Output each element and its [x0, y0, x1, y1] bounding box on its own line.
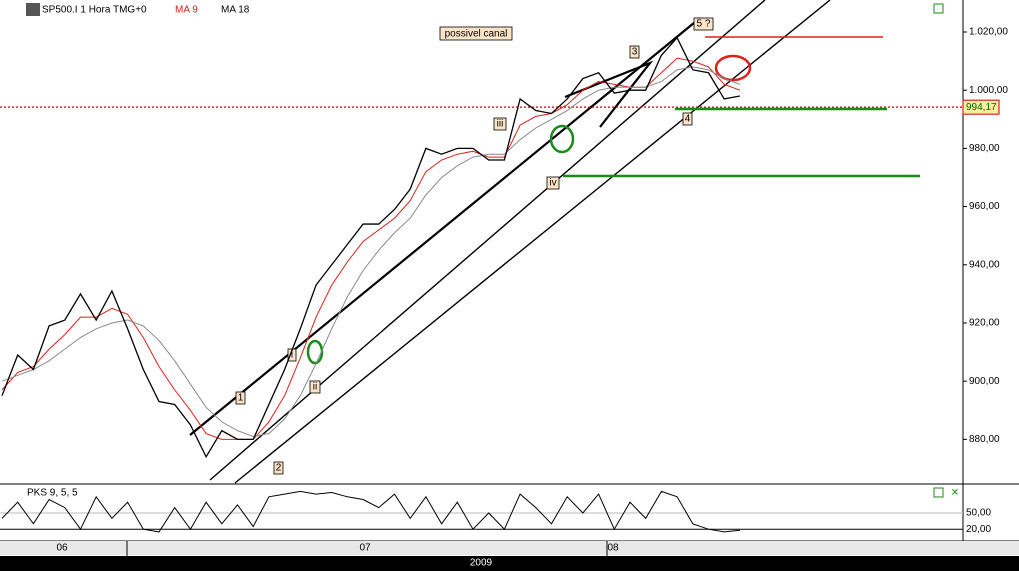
annotation: 3 — [632, 47, 638, 58]
year-bar — [0, 556, 1019, 571]
y-tick-label: 920,00 — [969, 318, 1000, 329]
y-tick-label: 980,00 — [969, 143, 1000, 154]
y-tick-label: 1.020,00 — [969, 27, 1008, 38]
ma-line — [1, 57, 741, 440]
legend-entry[interactable]: MA 18 — [221, 5, 250, 16]
chart-title: SP500.I 1 Hora TMG+0 — [42, 5, 147, 16]
x-tick-label: 06 — [56, 543, 68, 554]
last-price-label: 994,17 — [966, 102, 997, 113]
annotation-box — [493, 117, 507, 131]
y-tick-label: 940,00 — [969, 259, 1000, 270]
y-tick-label: 1.000,00 — [969, 85, 1008, 96]
annotation-box — [546, 176, 560, 190]
annotation: iii — [497, 119, 504, 130]
window-button[interactable] — [933, 487, 944, 498]
y-tick-label: 880,00 — [969, 434, 1000, 445]
annotation: iv — [549, 178, 556, 189]
annotation-box — [629, 45, 640, 59]
highlight — [306, 339, 324, 365]
annotation-box — [682, 112, 693, 126]
last-price-box — [962, 99, 1000, 115]
annotations: possivel canal 1 2 3 4 5 ? i ii iii iv — [235, 17, 714, 475]
y-tick-label: 20,00 — [966, 524, 991, 535]
annotation-box — [309, 380, 321, 394]
price-line — [1, 36, 741, 459]
y-tick-label: 900,00 — [969, 376, 1000, 387]
annotation-box — [439, 26, 513, 41]
annotation: 1 — [238, 393, 244, 404]
ma-line — [1, 66, 741, 437]
y-tick-label: 50,00 — [966, 508, 991, 519]
icon — [26, 3, 40, 16]
close-button[interactable]: ✕ — [951, 488, 959, 499]
indicator-title: PKS 9, 5, 5 — [27, 488, 78, 499]
y-tick-label: 960,00 — [969, 201, 1000, 212]
x-tick-label: 08 — [607, 543, 619, 554]
window-button[interactable] — [933, 3, 944, 14]
annotation-box — [693, 17, 714, 31]
annotation-box — [235, 391, 246, 405]
x-tick-label: 07 — [359, 543, 371, 554]
highlight — [714, 54, 752, 82]
annotation: possivel canal — [445, 29, 508, 40]
highlight — [549, 124, 575, 154]
year-label: 2009 — [470, 558, 493, 569]
annotation: i — [291, 350, 293, 361]
annotation: 5 ? — [697, 19, 711, 30]
time-axis — [0, 541, 1019, 555]
annotation: ii — [313, 382, 317, 393]
annotation-box — [273, 461, 284, 475]
annotation: 2 — [276, 463, 282, 474]
oscillator-line — [1, 490, 740, 533]
annotation: 4 — [685, 114, 691, 125]
legend-entry[interactable]: MA 9 — [175, 5, 198, 16]
